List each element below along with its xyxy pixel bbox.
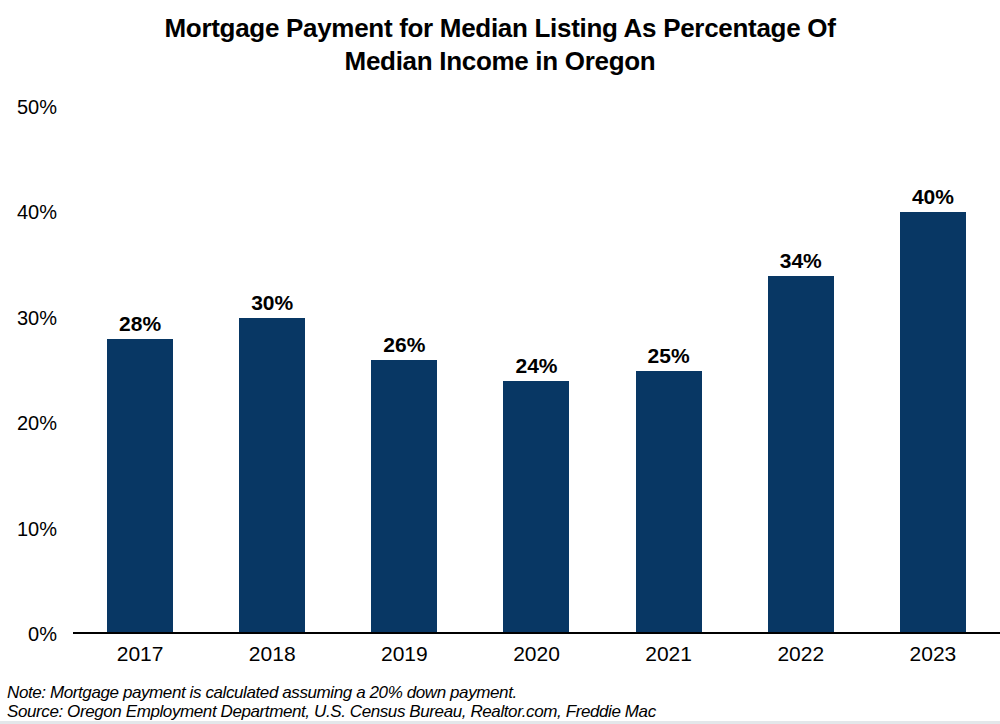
bar-group: 24% bbox=[470, 107, 602, 634]
note-text: Note: Mortgage payment is calculated ass… bbox=[7, 683, 997, 702]
footnotes: Note: Mortgage payment is calculated ass… bbox=[7, 683, 997, 721]
source-text: Source: Oregon Employment Department, U.… bbox=[7, 702, 997, 721]
bar-value-label: 26% bbox=[383, 333, 425, 356]
y-tick-label: 20% bbox=[0, 412, 57, 434]
y-tick-label: 40% bbox=[0, 201, 57, 223]
bar-value-label: 30% bbox=[251, 291, 293, 314]
bar-value-label: 24% bbox=[515, 354, 557, 377]
bar-value-label: 25% bbox=[648, 344, 690, 367]
x-tick-label: 2022 bbox=[735, 642, 867, 666]
bar-value-label: 34% bbox=[780, 249, 822, 272]
bar-value-label: 28% bbox=[119, 312, 161, 335]
x-tick-label: 2019 bbox=[338, 642, 470, 666]
chart-title-line-1: Mortgage Payment for Median Listing As P… bbox=[0, 12, 1000, 45]
bar bbox=[503, 381, 569, 634]
bar-group: 30% bbox=[206, 107, 338, 634]
y-tick-label: 30% bbox=[0, 307, 57, 329]
y-tick-label: 10% bbox=[0, 518, 57, 540]
x-tick-label: 2021 bbox=[603, 642, 735, 666]
chart-title: Mortgage Payment for Median Listing As P… bbox=[0, 12, 1000, 78]
bar-group: 28% bbox=[74, 107, 206, 634]
plot-area: 28% 30% 26% 24% 25% 34% 40% bbox=[74, 107, 999, 634]
chart-canvas: Mortgage Payment for Median Listing As P… bbox=[0, 0, 1000, 724]
bar-group: 40% bbox=[867, 107, 999, 634]
y-tick-label: 0% bbox=[0, 623, 57, 645]
x-tick-label: 2020 bbox=[470, 642, 602, 666]
bar-group: 34% bbox=[735, 107, 867, 634]
bar-group: 25% bbox=[603, 107, 735, 634]
x-axis-line bbox=[73, 632, 1000, 634]
x-tick-label: 2017 bbox=[74, 642, 206, 666]
y-tick-label: 50% bbox=[0, 96, 57, 118]
bar bbox=[239, 318, 305, 634]
x-tick-label: 2023 bbox=[867, 642, 999, 666]
bar bbox=[900, 212, 966, 634]
y-axis: 0% 10% 20% 30% 40% 50% bbox=[0, 0, 57, 724]
chart-title-line-2: Median Income in Oregon bbox=[0, 45, 1000, 78]
bar bbox=[107, 339, 173, 634]
bar bbox=[768, 276, 834, 634]
bar-value-label: 40% bbox=[912, 185, 954, 208]
bar bbox=[371, 360, 437, 634]
x-axis-labels: 2017201820192020202120222023 bbox=[74, 642, 999, 666]
bar-group: 26% bbox=[338, 107, 470, 634]
x-tick-label: 2018 bbox=[206, 642, 338, 666]
bar bbox=[636, 371, 702, 635]
